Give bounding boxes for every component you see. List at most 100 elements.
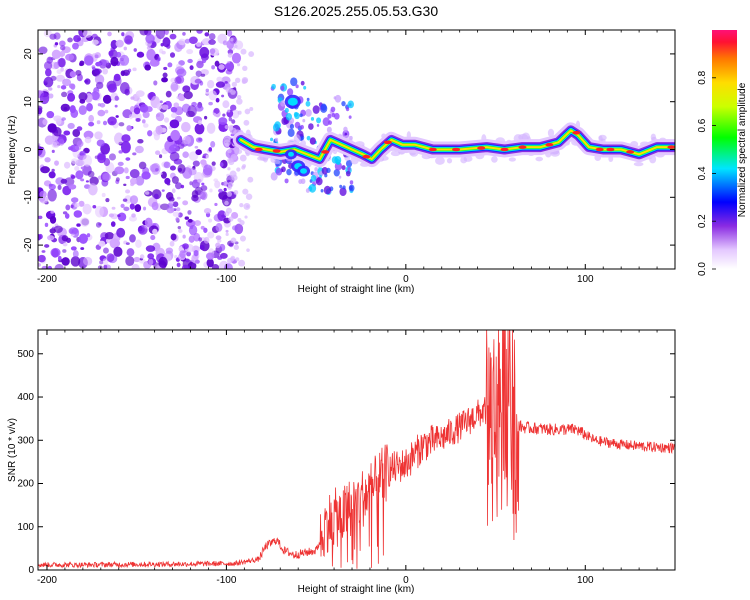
noise-blob — [155, 30, 166, 40]
noise-blob — [47, 235, 55, 241]
noise-blob — [107, 31, 112, 37]
ridge-hotspot — [606, 147, 615, 152]
noise-blob — [120, 203, 125, 209]
noise-blob — [161, 189, 165, 192]
signal-blob — [293, 111, 299, 117]
signal-blob — [298, 179, 303, 185]
noise-blob — [146, 45, 152, 50]
noise-blob — [44, 222, 49, 227]
noise-blob — [175, 182, 182, 190]
noise-blob — [50, 247, 61, 258]
signal-blob — [349, 180, 354, 185]
signal-blob — [305, 100, 311, 107]
noise-blob — [137, 226, 145, 234]
noise-blob — [64, 177, 75, 187]
noise-blob — [144, 217, 153, 228]
noise-blob — [131, 213, 136, 218]
noise-blob — [78, 233, 88, 244]
noise-blob — [150, 162, 161, 175]
signal-blob — [338, 175, 342, 179]
noise-blob — [95, 61, 101, 67]
colorbar-tick-label: 0.0 — [697, 262, 708, 276]
signal-halo — [547, 128, 555, 138]
noise-blob — [129, 234, 136, 243]
noise-blob — [107, 83, 117, 93]
noise-blob — [200, 185, 208, 192]
ridge-hotspot — [383, 140, 392, 145]
noise-blob — [114, 104, 118, 108]
noise-blob — [155, 112, 165, 122]
noise-blob — [222, 113, 226, 117]
noise-blob — [192, 160, 200, 167]
noise-blob — [227, 109, 231, 113]
noise-blob — [136, 51, 145, 58]
noise-blob — [133, 48, 137, 52]
signal-blob — [333, 96, 337, 100]
signal-blob — [294, 121, 301, 129]
noise-blob — [177, 226, 182, 230]
noise-blob — [170, 81, 179, 92]
noise-blob — [91, 33, 98, 39]
noise-blob — [134, 204, 142, 213]
noise-blob — [177, 229, 183, 234]
y-tick-label: 20 — [23, 48, 34, 60]
noise-blob — [244, 108, 251, 115]
noise-blob — [218, 117, 228, 125]
noise-blob — [233, 190, 239, 195]
noise-blob — [113, 246, 123, 257]
spectrogram-y-ticks: -20 -10 0 10 20 — [23, 48, 675, 252]
noise-blob — [72, 250, 79, 258]
signal-blob — [303, 85, 307, 90]
noise-blob — [119, 81, 130, 94]
noise-blob — [182, 135, 192, 145]
noise-blob — [134, 145, 144, 154]
noise-blob — [243, 119, 250, 126]
signal-blob — [312, 105, 320, 114]
noise-blob — [39, 92, 50, 105]
x-tick-label: 100 — [577, 575, 594, 586]
noise-blob — [195, 70, 202, 77]
ridge-peak — [239, 129, 675, 161]
noise-blob — [118, 150, 123, 154]
noise-blob — [82, 203, 92, 215]
noise-blob — [196, 42, 202, 47]
ridge-hotspot — [428, 147, 437, 152]
signal-blob — [339, 187, 347, 196]
noise-blob — [124, 35, 133, 45]
noise-blob — [214, 60, 220, 67]
noise-blob — [187, 210, 192, 215]
noise-blob — [159, 172, 163, 175]
ridge-hotspot — [545, 142, 554, 147]
noise-blob — [133, 256, 141, 263]
noise-blob — [161, 77, 168, 83]
noise-blob — [82, 30, 93, 38]
noise-blob — [40, 166, 50, 174]
noise-blob — [169, 200, 174, 205]
noise-blob — [222, 100, 230, 109]
noise-blob — [128, 114, 134, 120]
noise-blob — [153, 80, 158, 86]
noise-blob — [219, 162, 224, 167]
noise-blob — [207, 80, 215, 89]
noise-blob — [43, 76, 54, 88]
noise-blob — [169, 165, 176, 171]
signal-blob — [270, 137, 274, 142]
y-tick-label: 500 — [17, 349, 34, 360]
noise-blob — [201, 182, 205, 186]
noise-blob — [125, 175, 130, 180]
noise-blob — [122, 69, 130, 76]
noise-blob — [61, 117, 66, 121]
noise-blob — [63, 161, 71, 169]
signal-blob — [309, 137, 317, 145]
noise-blob — [44, 135, 55, 145]
x-tick-label: -200 — [37, 575, 57, 586]
ridge-hotspot — [595, 147, 604, 152]
noise-blob — [230, 237, 237, 244]
signal-blob — [343, 126, 348, 132]
noise-blob — [233, 244, 240, 250]
noise-blob — [132, 152, 137, 156]
noise-blob — [153, 193, 159, 200]
snr-content — [38, 330, 675, 569]
noise-blob — [86, 103, 93, 112]
